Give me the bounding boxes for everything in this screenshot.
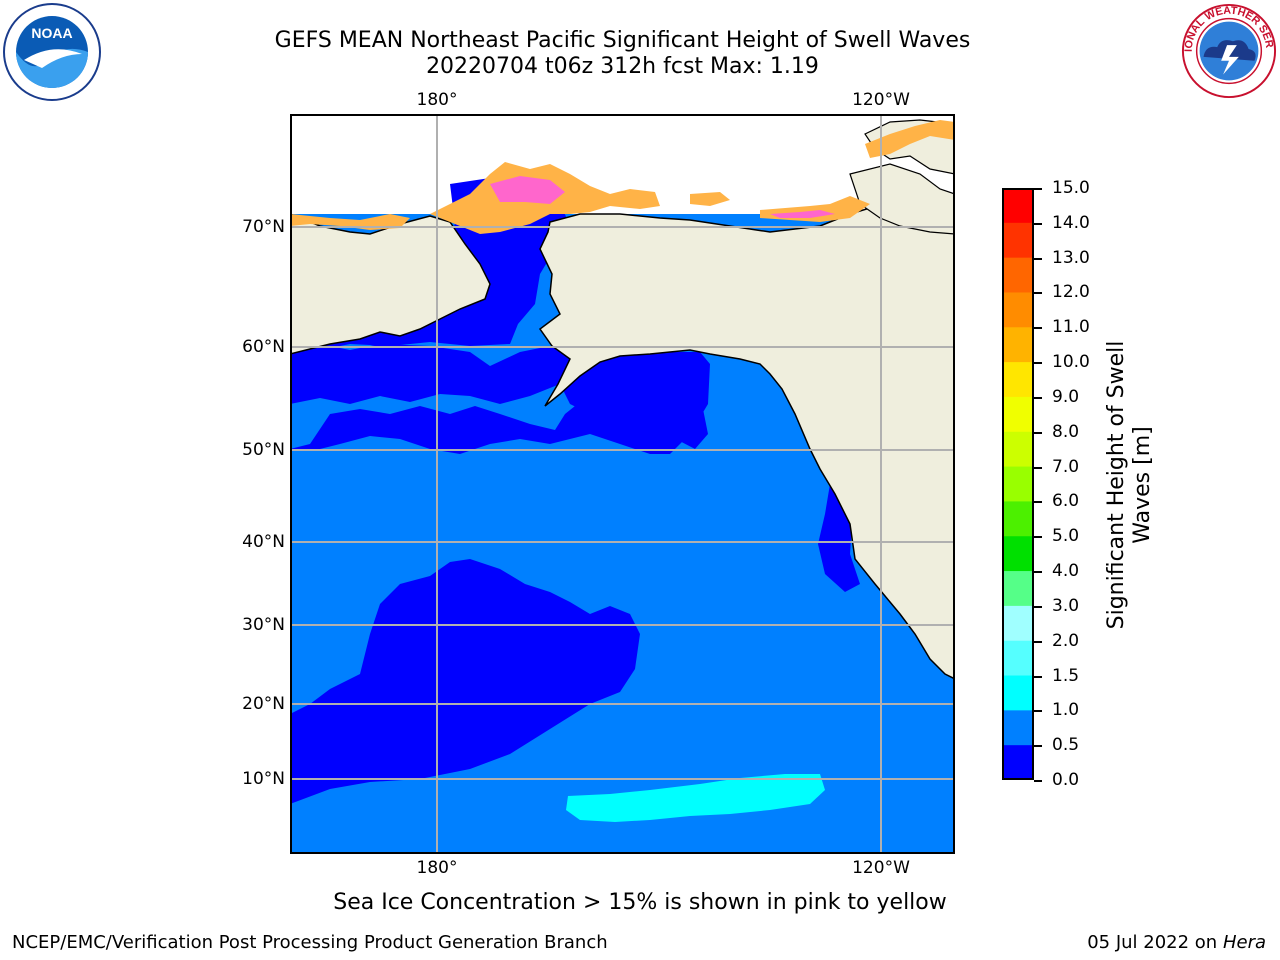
colorbar-bin bbox=[1002, 675, 1034, 711]
colorbar-tick-mark bbox=[1034, 501, 1042, 504]
colorbar-tick-label: 12.0 bbox=[1052, 282, 1090, 303]
colorbar-tick-mark bbox=[1034, 327, 1042, 330]
footer-date-text: 05 Jul 2022 on bbox=[1087, 932, 1223, 953]
colorbar-bin bbox=[1002, 431, 1034, 468]
colorbar-tick-mark bbox=[1034, 188, 1042, 190]
colorbar-tick-mark bbox=[1034, 362, 1042, 365]
colorbar-bin bbox=[1002, 188, 1034, 224]
colorbar bbox=[1002, 188, 1034, 780]
colorbar-tick-mark bbox=[1034, 396, 1042, 399]
colorbar-tick-mark bbox=[1034, 222, 1042, 225]
colorbar-tick-mark bbox=[1034, 536, 1042, 539]
colorbar-tick-label: 10.0 bbox=[1052, 352, 1090, 373]
map-plot bbox=[290, 114, 955, 854]
colorbar-title-line1: Significant Height of Swell bbox=[1104, 340, 1129, 630]
chart-subtitle: 20220704 t06z 312h fcst Max: 1.19 bbox=[426, 54, 819, 79]
lat-label-10n: 10°N bbox=[242, 769, 285, 789]
swell-zone-gulf bbox=[560, 346, 708, 449]
colorbar-tick-label: 1.0 bbox=[1052, 700, 1080, 721]
colorbar-tick-label: 15.0 bbox=[1052, 178, 1090, 198]
noaa-logo-icon: NOAA bbox=[3, 3, 101, 101]
colorbar-bin bbox=[1002, 362, 1034, 398]
colorbar-title: Significant Height of Swell Waves [m] bbox=[1104, 341, 1156, 630]
colorbar-bin bbox=[1002, 640, 1034, 677]
map-frame bbox=[290, 114, 955, 854]
lat-label-70n: 70°N bbox=[242, 217, 285, 237]
lon-label-bottom-180: 180° bbox=[416, 858, 458, 878]
colorbar-tick-label: 13.0 bbox=[1052, 247, 1090, 268]
colorbar-tick-label: 4.0 bbox=[1052, 561, 1080, 582]
nws-logo-icon: NATIONAL WEATHER SERVICE bbox=[1180, 2, 1277, 99]
colorbar-bin bbox=[1002, 222, 1034, 259]
colorbar-tick-label: 9.0 bbox=[1052, 386, 1080, 407]
colorbar-tick-label: 1.5 bbox=[1052, 665, 1080, 686]
colorbar-tick-mark bbox=[1034, 257, 1042, 260]
colorbar-tick-label: 5.0 bbox=[1052, 526, 1080, 547]
colorbar-title-line2: Waves [m] bbox=[1130, 426, 1155, 544]
lat-label-60n: 60°N bbox=[242, 337, 285, 357]
colorbar-bin bbox=[1002, 501, 1034, 537]
sea-ice-beaufort-pink bbox=[770, 210, 835, 218]
land-siberia bbox=[290, 213, 491, 355]
colorbar-tick-label: 14.0 bbox=[1052, 212, 1090, 233]
colorbar-tick-label: 7.0 bbox=[1052, 456, 1080, 477]
lon-label-top-120w: 120°W bbox=[852, 90, 910, 110]
colorbar-tick-label: 0.5 bbox=[1052, 735, 1080, 756]
swell-zone-bering bbox=[290, 352, 710, 454]
graticule bbox=[290, 114, 955, 854]
colorbar-bin bbox=[1002, 605, 1034, 642]
colorbar-bin bbox=[1002, 466, 1034, 502]
lat-label-30n: 30°N bbox=[242, 615, 285, 635]
lat-label-40n: 40°N bbox=[242, 532, 285, 552]
sea-ice-chukchi-pink bbox=[490, 176, 565, 204]
footer-host: Hera bbox=[1222, 932, 1266, 953]
colorbar-bin bbox=[1002, 745, 1034, 780]
colorbar-bin bbox=[1002, 571, 1034, 607]
colorbar-bin bbox=[1002, 710, 1034, 746]
colorbar-tick-label: 2.0 bbox=[1052, 630, 1080, 651]
colorbar-bin bbox=[1002, 396, 1034, 433]
swell-zone-north bbox=[290, 344, 590, 404]
colorbar-tick-mark bbox=[1034, 780, 1042, 782]
colorbar-tick-mark bbox=[1034, 640, 1042, 643]
colorbar-tick-mark bbox=[1034, 675, 1042, 678]
lon-label-top-180: 180° bbox=[416, 90, 458, 110]
lon-label-bottom-120w: 120°W bbox=[852, 858, 910, 878]
chart-title: GEFS MEAN Northeast Pacific Significant … bbox=[274, 28, 971, 53]
colorbar-tick-label: 3.0 bbox=[1052, 595, 1080, 616]
sea-ice-caption: Sea Ice Concentration > 15% is shown in … bbox=[333, 890, 947, 915]
lat-label-20n: 20°N bbox=[242, 694, 285, 714]
colorbar-bin bbox=[1002, 292, 1034, 328]
colorbar-bin bbox=[1002, 257, 1034, 293]
sea-ice-archipelago bbox=[865, 120, 955, 158]
colorbar-tick-mark bbox=[1034, 466, 1042, 469]
colorbar-tick-mark bbox=[1034, 571, 1042, 574]
colorbar-tick-label: 0.0 bbox=[1052, 770, 1080, 790]
colorbar-tick-mark bbox=[1034, 745, 1042, 748]
colorbar-tick-mark bbox=[1034, 605, 1042, 608]
colorbar-tick-mark bbox=[1034, 710, 1042, 713]
footer-date: 05 Jul 2022 on Hera bbox=[1087, 932, 1266, 953]
noaa-logo-text: NOAA bbox=[31, 25, 72, 41]
land-greenland-edge bbox=[849, 163, 955, 235]
colorbar-tick-label: 11.0 bbox=[1052, 317, 1090, 338]
colorbar-frame bbox=[1002, 188, 1034, 780]
colorbar-tick-mark bbox=[1034, 292, 1042, 295]
swell-zone-subtropical bbox=[290, 559, 640, 804]
colorbar-tick-label: 8.0 bbox=[1052, 421, 1080, 442]
colorbar-bin bbox=[1002, 327, 1034, 363]
colorbar-bin bbox=[1002, 536, 1034, 572]
footer-credit: NCEP/EMC/Verification Post Processing Pr… bbox=[12, 932, 608, 953]
colorbar-tick-mark bbox=[1034, 431, 1042, 434]
lat-label-50n: 50°N bbox=[242, 440, 285, 460]
swell-zone-equatorial bbox=[566, 774, 825, 822]
colorbar-tick-label: 6.0 bbox=[1052, 491, 1080, 512]
